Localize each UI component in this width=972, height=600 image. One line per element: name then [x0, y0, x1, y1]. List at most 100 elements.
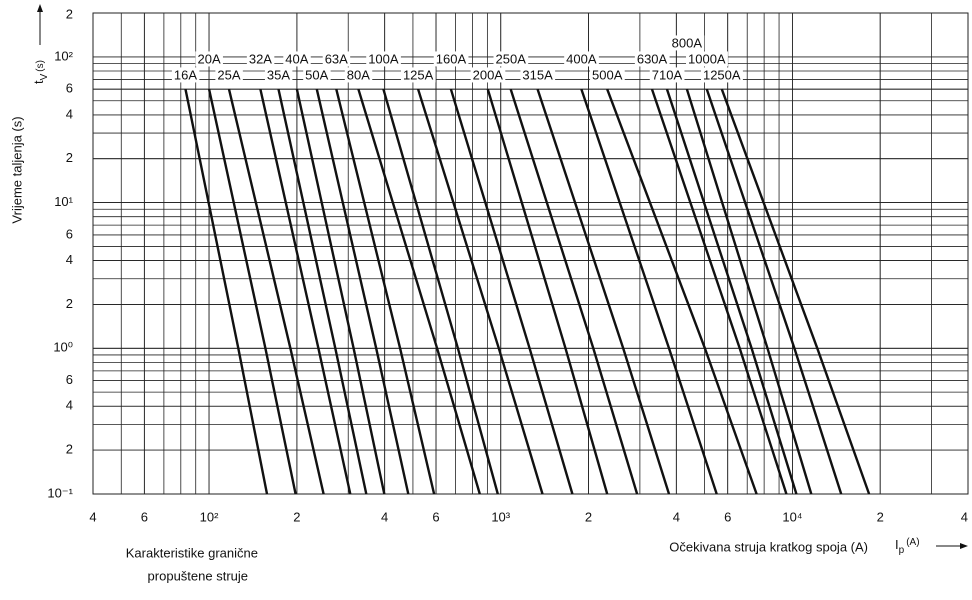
x-tick-label: 2	[293, 509, 300, 524]
label-background	[590, 67, 625, 83]
caption-line: propuštene struje	[148, 568, 248, 583]
label-background	[344, 67, 373, 83]
series-line	[416, 88, 544, 495]
label-background	[686, 51, 728, 67]
series-line	[259, 88, 352, 495]
series-line	[720, 88, 871, 495]
y-tick-label: 10¹	[54, 194, 73, 209]
label-background	[215, 67, 243, 83]
series-line	[509, 88, 639, 495]
y-symbol: tV(s)	[31, 60, 49, 84]
series-line	[315, 88, 410, 495]
x-tick-label: 2	[877, 509, 884, 524]
series-label: 200A	[473, 67, 504, 82]
series-label: 100A	[368, 51, 399, 66]
y-tick-label: 2	[66, 296, 73, 311]
series-label: 80A	[347, 67, 370, 82]
series-label: 400A	[566, 51, 597, 66]
series-label: 50A	[305, 67, 328, 82]
x-axis-label: Očekivana struja kratkog spoja (A)	[669, 539, 868, 554]
series-label: 315A	[522, 67, 553, 82]
series-line	[335, 88, 436, 495]
plot-frame	[92, 12, 969, 495]
y-symbol-text: tV(s)	[31, 60, 49, 84]
label-background	[195, 51, 223, 67]
series-label: 63A	[325, 51, 348, 66]
series-line	[207, 88, 297, 495]
series-label: 20A	[197, 51, 220, 66]
label-background	[366, 51, 401, 67]
x-tick-label: 6	[724, 509, 731, 524]
x-arrowhead	[960, 543, 968, 549]
caption-line: Karakteristike granične	[126, 545, 258, 560]
series-line	[685, 88, 813, 495]
label-background	[322, 51, 351, 67]
label-background	[400, 67, 436, 83]
series-line	[184, 88, 269, 495]
series-line	[486, 88, 609, 495]
series-label: 16A	[174, 67, 197, 82]
label-background	[171, 67, 200, 83]
label-background	[303, 67, 331, 83]
x-tick-label: 4	[381, 509, 388, 524]
x-tick-label: 4	[89, 509, 96, 524]
x-tick-label: 4	[961, 509, 968, 524]
x-tick-label: 6	[432, 509, 439, 524]
label-background	[246, 51, 275, 67]
series-label: 500A	[592, 67, 623, 82]
series-line	[382, 88, 499, 495]
y-tick-label: 6	[66, 226, 73, 241]
y-tick-label: 4	[66, 398, 73, 413]
label-background	[470, 67, 506, 83]
y-axis-label: Vrijeme taljenja (s)	[9, 116, 24, 223]
label-background	[493, 51, 529, 67]
x-tick-label: 10²	[200, 509, 219, 524]
series-label: 40A	[285, 51, 308, 66]
series-label: 1000A	[688, 51, 726, 66]
series-line	[580, 88, 718, 495]
series-line	[295, 88, 386, 495]
x-tick-label: 10³	[491, 509, 510, 524]
series-label: 710A	[652, 67, 683, 82]
y-tick-label: 10⁰	[53, 340, 73, 355]
series-line	[277, 88, 368, 495]
series-label: 32A	[249, 51, 272, 66]
y-tick-label: 10⁻¹	[47, 485, 73, 500]
series-line	[227, 88, 325, 495]
y-tick-label: 6	[66, 372, 73, 387]
y-tick-label: 2	[66, 6, 73, 21]
y-tick-label: 4	[66, 252, 73, 267]
series-label: 250A	[496, 51, 527, 66]
series-line	[449, 88, 574, 495]
grid	[92, 12, 969, 495]
y-tick-label: 4	[66, 106, 73, 121]
x-tick-label: 6	[141, 509, 148, 524]
y-tick-label: 10²	[54, 48, 73, 63]
label-background	[520, 67, 556, 83]
series-line	[606, 88, 758, 495]
series-line	[357, 88, 481, 495]
series-label: 1250A	[703, 67, 741, 82]
y-tick-label: 2	[66, 442, 73, 457]
series-label: 25A	[217, 67, 240, 82]
label-background	[433, 51, 469, 67]
series-line	[650, 88, 788, 495]
x-tick-label: 10⁴	[782, 509, 802, 524]
label-background	[283, 51, 311, 67]
y-tick-label: 6	[66, 81, 73, 96]
series-line	[665, 88, 798, 495]
series-label: 800A	[672, 35, 703, 50]
series-label: 35A	[267, 67, 290, 82]
series-label: 160A	[436, 51, 467, 66]
label-background	[669, 35, 705, 51]
label-background	[700, 67, 743, 83]
series-line	[705, 88, 843, 495]
y-arrowhead	[37, 4, 43, 12]
label-background	[634, 51, 670, 67]
series-line	[536, 88, 671, 495]
x-symbol: Ip(A)	[895, 537, 920, 556]
label-background	[264, 67, 293, 83]
y-tick-label: 2	[66, 150, 73, 165]
series-label: 630A	[637, 51, 668, 66]
